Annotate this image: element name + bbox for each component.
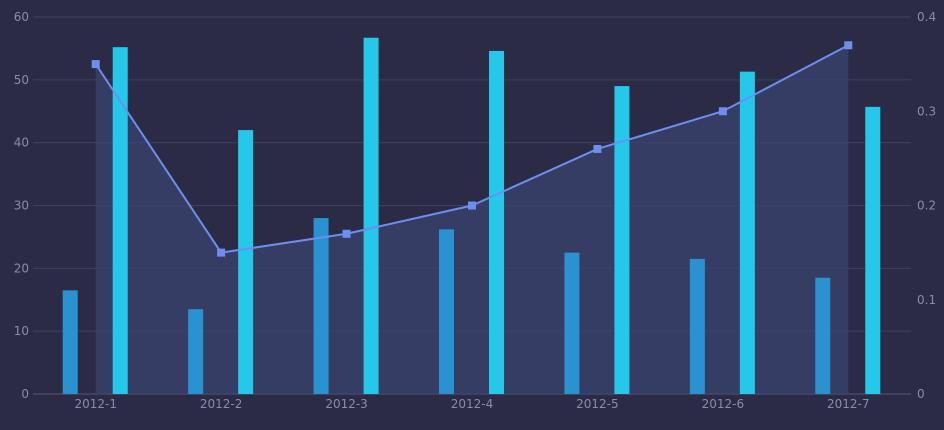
y2-tick-label: 0.3	[917, 104, 936, 118]
x-tick-label: 2012-3	[325, 397, 368, 411]
bar-series2	[112, 47, 128, 394]
x-tick-label: 2012-7	[827, 397, 870, 411]
bar-series1	[564, 252, 580, 394]
line-point	[91, 60, 100, 69]
y2-tick-label: 0.2	[917, 199, 936, 213]
y2-tick-label: 0.1	[917, 293, 936, 307]
y2-tick-label: 0.4	[917, 10, 936, 24]
line-point	[593, 144, 602, 153]
bar-series1	[815, 277, 831, 394]
y-tick-label: 20	[14, 261, 29, 275]
bar-series1	[689, 258, 705, 394]
y-tick-label: 50	[14, 73, 29, 87]
x-tick-label: 2012-4	[451, 397, 494, 411]
line-point	[718, 107, 727, 116]
y2-tick-label: 0	[917, 387, 925, 401]
line-point	[217, 248, 226, 257]
y-tick-label: 40	[14, 136, 29, 150]
x-tick-label: 2012-5	[576, 397, 619, 411]
line-point	[844, 41, 853, 50]
bar-series2	[614, 86, 630, 394]
bar-series2	[238, 130, 254, 394]
x-tick-label: 2012-6	[702, 397, 745, 411]
bar-series1	[188, 309, 204, 394]
line-point	[342, 229, 351, 238]
bar-series2	[865, 106, 881, 394]
y-tick-label: 60	[14, 10, 29, 24]
bar-series1	[439, 229, 454, 394]
y-tick-label: 0	[21, 387, 29, 401]
bar-series2	[739, 71, 755, 394]
y-tick-label: 10	[14, 324, 29, 338]
line-point	[468, 201, 476, 210]
bar-series2	[489, 50, 504, 395]
y-tick-label: 30	[14, 199, 29, 213]
line-area	[95, 45, 849, 395]
bar-series1	[313, 218, 329, 394]
x-tick-label: 2012-1	[74, 397, 117, 411]
bar-series2	[363, 37, 379, 395]
x-tick-label: 2012-2	[200, 397, 243, 411]
bar-series1	[62, 290, 78, 394]
